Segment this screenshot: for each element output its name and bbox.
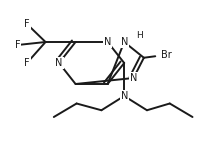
Text: N: N: [129, 73, 137, 83]
Text: N: N: [120, 91, 127, 101]
Text: Br: Br: [160, 50, 171, 60]
Text: F: F: [24, 58, 30, 68]
Text: N: N: [103, 37, 111, 47]
Text: F: F: [24, 19, 30, 29]
Text: N: N: [120, 37, 127, 47]
Text: N: N: [55, 58, 62, 68]
Text: H: H: [136, 31, 142, 40]
Text: F: F: [15, 40, 20, 50]
